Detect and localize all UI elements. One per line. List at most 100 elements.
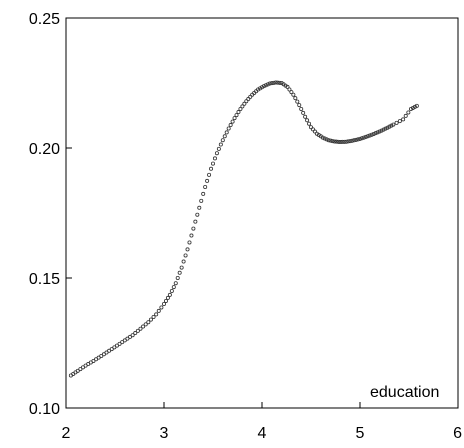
data-point-interp [112,345,117,350]
data-point [338,140,343,145]
data-point [401,117,406,122]
data-point-interp [80,365,85,370]
data-point [220,138,225,143]
x-tick-label: 3 [160,425,169,442]
data-point-interp [218,142,223,147]
x-tick-label: 2 [62,425,71,442]
data-point-interp [224,130,229,135]
data-point [356,137,361,142]
data-point-interp [403,113,408,118]
x-axis: 2 3 4 5 6 [62,402,462,442]
data-point-interp [328,138,333,143]
data-point-interp [371,131,376,136]
data-point-interp [271,80,276,85]
data-point-interp [143,322,148,327]
data-point-interp [342,139,347,144]
data-point-interp [330,139,335,144]
x-tick-label: 6 [453,425,462,442]
data-point-interp [101,352,106,357]
data-point-interp [336,139,341,144]
data-point-interp [307,121,312,126]
y-tick-label: 0.20 [29,141,60,158]
data-point-interp [169,288,174,293]
data-point [161,301,166,306]
data-point [185,247,190,252]
data-point-interp [301,110,306,115]
x-tick-label: 4 [258,425,267,442]
data-point-interp [199,198,204,203]
y-tick-label: 0.15 [29,271,60,288]
data-point [332,139,337,144]
data-point-interp [109,347,114,352]
plot-frame [65,17,459,409]
data-point-interp [394,120,399,125]
data-point-interp [354,137,359,142]
data-point-interp [369,132,374,137]
y-axis: 0.10 0.15 0.20 0.25 [29,11,72,418]
data-point-interp [397,119,402,124]
data-point [107,348,112,353]
data-point [146,320,151,325]
data-point-interp [193,219,198,224]
data-point-interp [133,331,138,336]
data-point-interp [406,110,411,115]
data-point-interp [346,139,351,144]
data-point-interp [383,126,388,131]
data-point-interp [275,80,280,85]
data-point-interp [242,101,247,106]
data-point-interp [246,97,251,102]
data-point-interp [334,139,339,144]
data-point-interp [348,139,353,144]
data-point-interp [210,161,215,166]
data-point-interp [258,86,263,91]
data-point [138,326,143,331]
data-point-interp [248,94,253,99]
data-point [391,122,396,127]
data-point-interp [352,138,357,143]
data-point-interp [195,212,200,217]
data-point-interp [312,129,317,134]
data-point [179,265,184,270]
data-point-interp [141,324,146,329]
data-point-interp [375,130,380,135]
data-point-interp [187,240,192,245]
data-point-interp [340,139,345,144]
data-point-interp [310,127,315,132]
data-point-interp [387,124,392,129]
data-point-interp [263,83,268,88]
data-point-interp [212,156,217,161]
data-point-interp [377,129,382,134]
data-point-interp [287,87,292,92]
data-point [273,80,278,85]
data-point-interp [175,275,180,280]
data-point [385,125,390,130]
data-point [191,226,196,231]
data-point [114,343,119,348]
data-point-interp [189,233,194,238]
data-point [291,92,296,97]
data-point-interp [269,81,274,86]
x-tick-label: 5 [356,425,365,442]
data-point-interp [289,90,294,95]
data-point-interp [410,105,415,110]
data-point-interp [128,334,133,339]
data-point [167,292,172,297]
annotation-label: education [370,384,439,401]
data-point-interp [177,270,182,275]
data-point-interp [230,119,235,124]
data-point-interp [259,85,264,90]
data-point [308,125,313,130]
data-point [75,368,80,373]
data-point-interp [117,341,122,346]
data-point-interp [228,123,233,128]
data-point [226,126,231,131]
data-point [203,184,208,189]
data-point-interp [357,136,362,141]
data-point [344,139,349,144]
data-point [122,338,127,343]
data-point-interp [324,137,329,142]
data-point [130,333,135,338]
data-point [232,116,237,121]
data-point-interp [299,107,304,112]
